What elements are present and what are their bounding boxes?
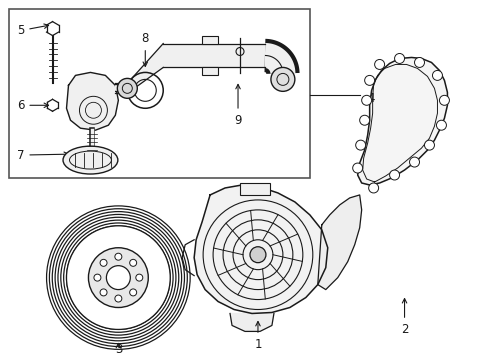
Text: 5: 5	[17, 24, 49, 37]
Text: 9: 9	[234, 84, 242, 127]
Polygon shape	[127, 44, 163, 93]
Circle shape	[130, 289, 137, 296]
Polygon shape	[67, 72, 119, 130]
Bar	[202, 67, 218, 75]
Circle shape	[100, 259, 107, 266]
Circle shape	[394, 54, 405, 63]
Text: 8: 8	[142, 32, 149, 66]
Circle shape	[424, 140, 435, 150]
Circle shape	[360, 115, 369, 125]
Text: 7: 7	[17, 149, 69, 162]
Circle shape	[100, 289, 107, 296]
Circle shape	[130, 259, 137, 266]
Circle shape	[115, 253, 122, 260]
Circle shape	[365, 75, 375, 85]
Circle shape	[94, 274, 101, 281]
Circle shape	[106, 266, 130, 289]
Polygon shape	[230, 314, 274, 332]
Circle shape	[375, 59, 385, 69]
Circle shape	[115, 295, 122, 302]
Ellipse shape	[63, 146, 118, 174]
Circle shape	[362, 95, 371, 105]
Circle shape	[67, 226, 170, 329]
Circle shape	[353, 163, 363, 173]
Polygon shape	[194, 185, 328, 314]
Circle shape	[250, 247, 266, 263]
Bar	[240, 183, 270, 195]
Circle shape	[356, 140, 366, 150]
Circle shape	[368, 183, 379, 193]
Text: 1: 1	[254, 321, 262, 351]
Circle shape	[433, 71, 442, 80]
Circle shape	[89, 248, 148, 307]
Bar	[202, 36, 218, 44]
Text: 6: 6	[17, 99, 49, 112]
Circle shape	[415, 58, 424, 67]
Polygon shape	[318, 195, 362, 289]
Bar	[9, 9, 310, 178]
Circle shape	[271, 67, 295, 91]
Circle shape	[390, 170, 399, 180]
Circle shape	[437, 120, 446, 130]
Circle shape	[440, 95, 449, 105]
Circle shape	[118, 78, 137, 98]
Polygon shape	[358, 58, 447, 185]
Text: 4: 4	[368, 92, 375, 105]
Circle shape	[136, 274, 143, 281]
Circle shape	[410, 157, 419, 167]
Text: 3: 3	[115, 343, 122, 356]
Text: 2: 2	[401, 298, 408, 336]
